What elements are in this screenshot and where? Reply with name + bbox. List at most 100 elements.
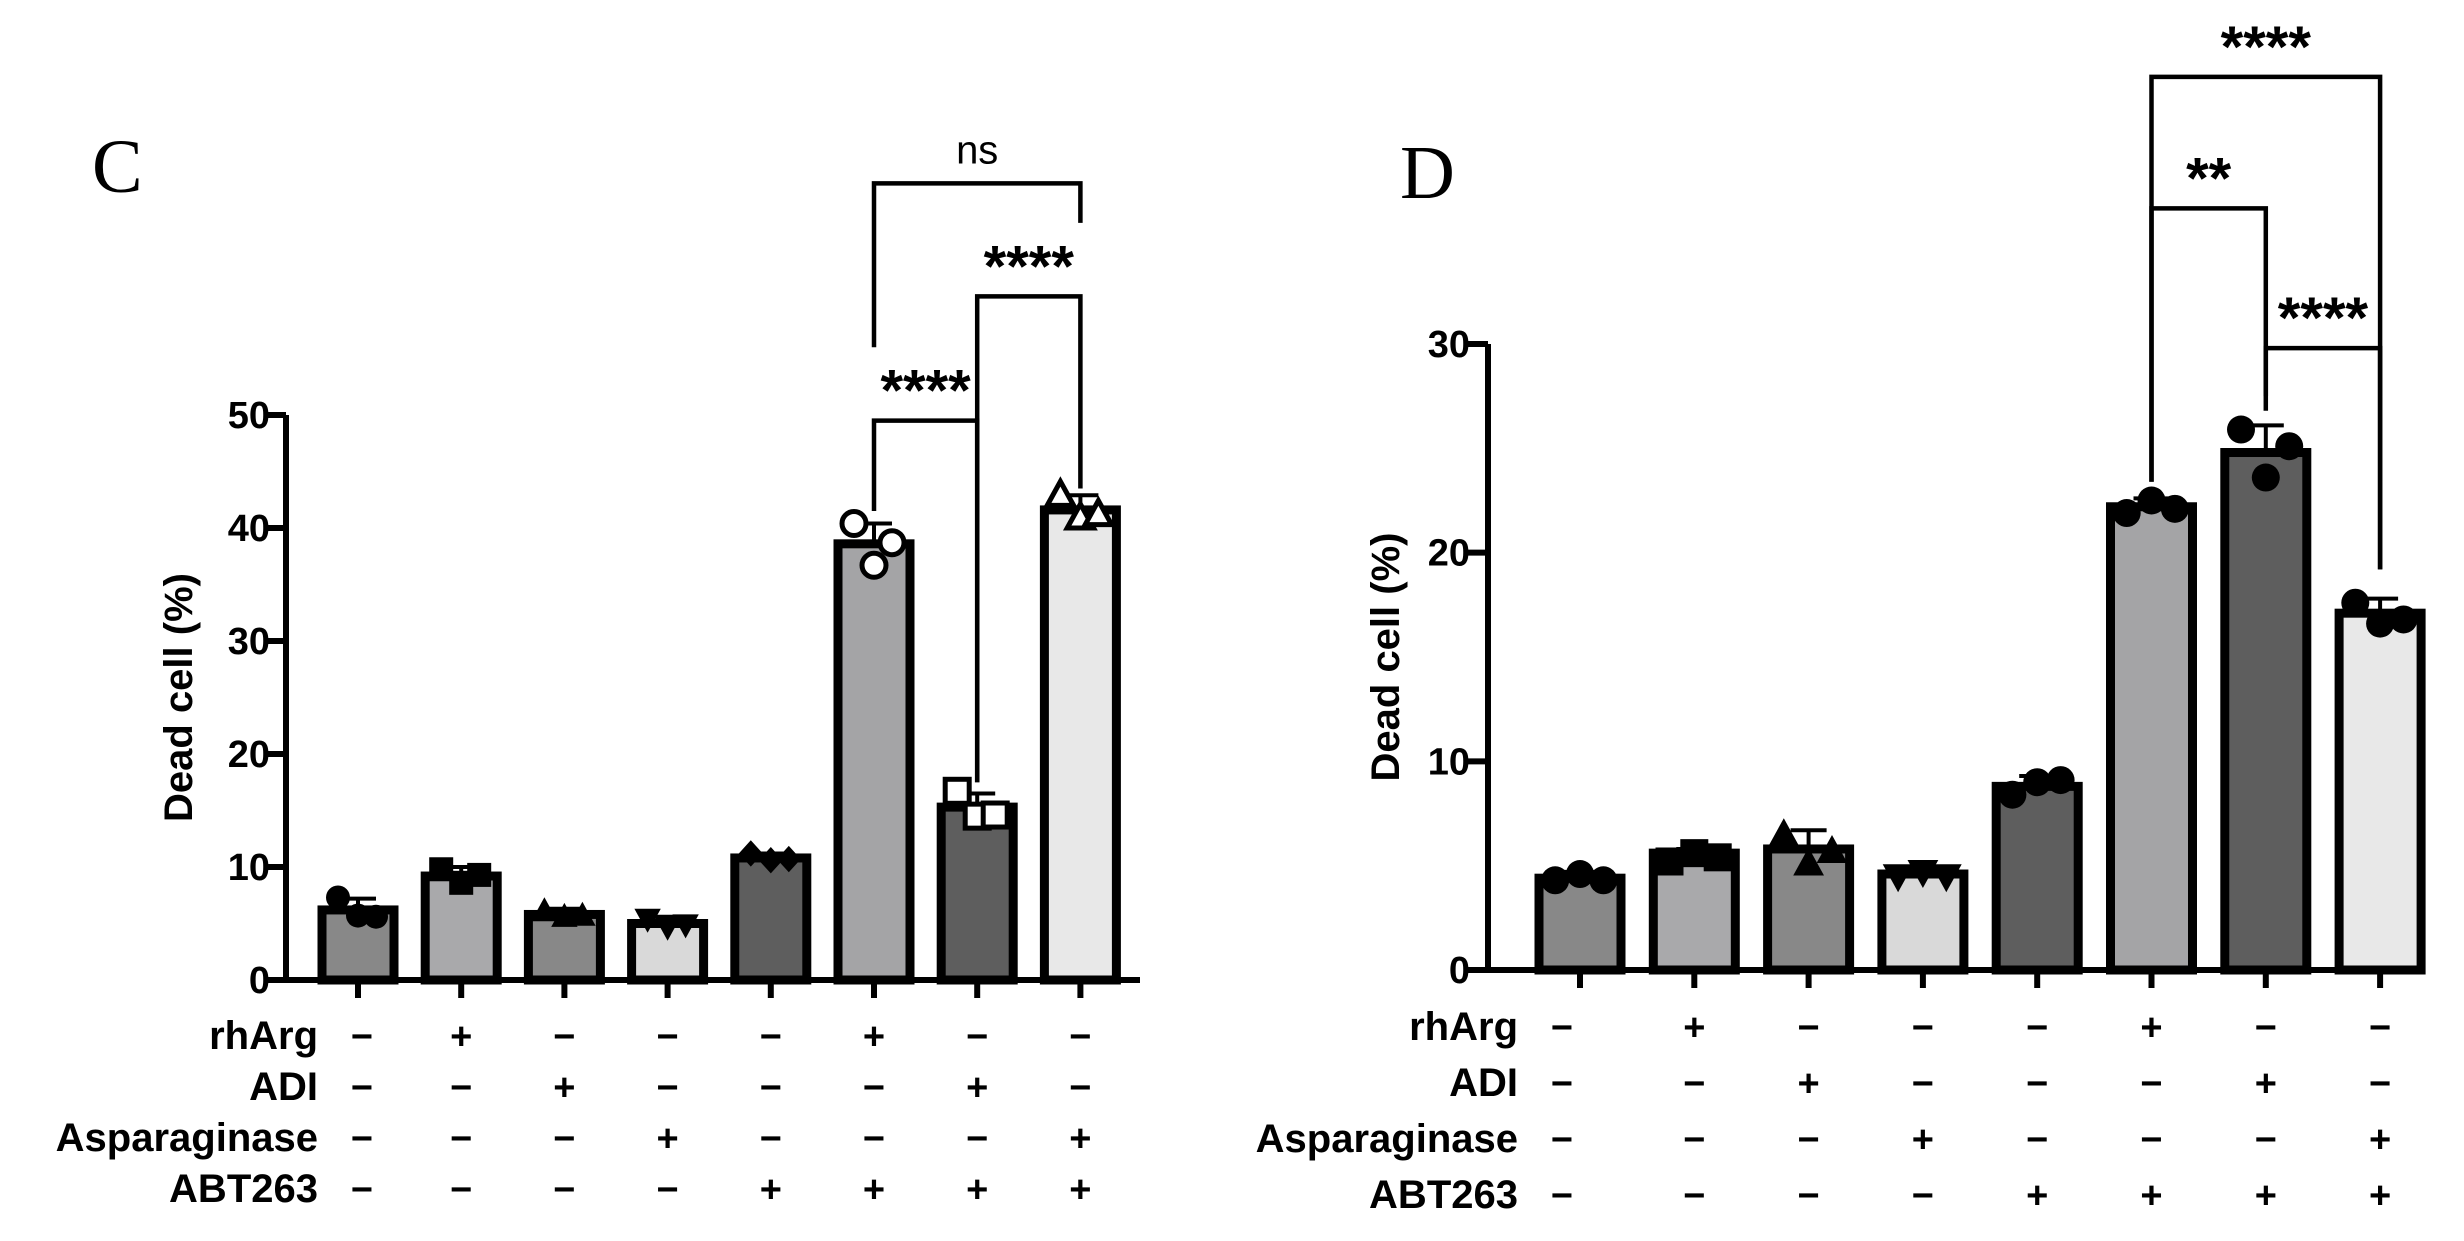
condition-mark: − [351, 1169, 373, 1211]
panel-letter-d: D [1400, 131, 1455, 215]
condition-mark: + [2026, 1175, 2048, 1217]
significance-label: **** [2221, 15, 2312, 80]
condition-mark: + [553, 1067, 575, 1109]
bar [936, 802, 1018, 985]
condition-mark: + [2255, 1175, 2277, 1217]
condition-mark: − [2255, 1119, 2277, 1161]
condition-mark: − [760, 1016, 782, 1058]
data-point [1589, 866, 1618, 895]
condition-row-label: Asparaginase [1256, 1117, 1518, 1161]
condition-mark: − [2026, 1063, 2048, 1105]
y-tick-label: 20 [228, 734, 270, 776]
condition-mark: − [966, 1118, 988, 1160]
significance-label: **** [880, 359, 971, 424]
data-point [1768, 818, 1800, 847]
data-point [467, 862, 492, 887]
condition-row-label: ABT263 [1369, 1173, 1518, 1217]
condition-mark: − [1551, 1063, 1573, 1105]
condition-mark: − [2026, 1007, 2048, 1049]
data-point [2023, 768, 2052, 797]
condition-mark: − [351, 1016, 373, 1058]
condition-mark: + [2255, 1063, 2277, 1105]
bar [2334, 608, 2426, 975]
data-point [2137, 486, 2166, 515]
condition-mark: − [450, 1067, 472, 1109]
data-point [980, 800, 1010, 830]
condition-row-label: rhArg [209, 1014, 318, 1058]
condition-mark: − [760, 1067, 782, 1109]
condition-mark: − [863, 1067, 885, 1109]
condition-mark: − [1797, 1119, 1819, 1161]
condition-mark: − [656, 1169, 678, 1211]
data-point [1793, 847, 1824, 876]
data-point [2046, 766, 2075, 795]
data-point [859, 550, 889, 580]
condition-mark: − [450, 1169, 472, 1211]
data-point [326, 885, 350, 910]
condition-row-label: rhArg [1409, 1005, 1518, 1049]
data-point [2227, 415, 2255, 444]
data-point [2160, 494, 2189, 523]
data-point [2366, 609, 2395, 638]
condition-mark: − [1797, 1007, 1819, 1049]
condition-mark: − [351, 1118, 373, 1160]
condition-mark: + [2140, 1007, 2162, 1049]
data-point [1680, 839, 1709, 868]
condition-mark: − [553, 1169, 575, 1211]
data-point [1566, 860, 1594, 889]
condition-mark: − [863, 1118, 885, 1160]
data-point [672, 914, 699, 939]
condition-mark: + [2369, 1119, 2391, 1161]
condition-mark: − [1683, 1119, 1705, 1161]
condition-mark: + [863, 1169, 885, 1211]
data-point [776, 845, 801, 873]
data-point [531, 897, 558, 922]
condition-mark: − [2026, 1119, 2048, 1161]
data-point [1816, 834, 1848, 863]
data-point [1882, 864, 1914, 893]
bar [730, 853, 812, 985]
y-tick-label: 50 [228, 395, 270, 437]
condition-mark: − [450, 1118, 472, 1160]
condition-mark: − [553, 1118, 575, 1160]
data-point [346, 903, 370, 928]
data-point [364, 904, 388, 929]
condition-mark: − [1551, 1175, 1573, 1217]
condition-mark: − [656, 1067, 678, 1109]
condition-mark: − [351, 1067, 373, 1109]
data-point [2112, 499, 2141, 528]
condition-mark: − [553, 1016, 575, 1058]
condition-mark: − [2140, 1119, 2162, 1161]
condition-mark: − [1069, 1016, 1091, 1058]
y-tick-label: 20 [1428, 533, 1470, 575]
condition-mark: + [450, 1016, 472, 1058]
significance-bracket [974, 294, 1083, 783]
condition-mark: − [2369, 1063, 2391, 1105]
condition-mark: + [1069, 1118, 1091, 1160]
condition-row-label: ADI [249, 1065, 318, 1109]
significance-label: ns [956, 128, 998, 172]
condition-mark: − [760, 1118, 782, 1160]
data-point [2389, 605, 2418, 634]
condition-mark: − [1912, 1063, 1934, 1105]
condition-mark: + [1069, 1169, 1091, 1211]
significance-bracket [871, 181, 1083, 348]
condition-mark: + [2140, 1175, 2162, 1217]
data-point [551, 902, 578, 927]
bar [1877, 869, 1969, 975]
bar [1991, 781, 2083, 975]
panel-letter-c: C [92, 125, 143, 209]
data-point [569, 901, 596, 926]
condition-row-label: ABT263 [169, 1167, 318, 1211]
data-point [634, 908, 661, 933]
y-tick-label: 0 [1449, 950, 1470, 992]
y-tick-label: 0 [249, 960, 270, 1002]
condition-mark: − [2255, 1007, 2277, 1049]
condition-mark: − [1797, 1175, 1819, 1217]
data-point [2275, 432, 2304, 461]
significance-label: **** [2278, 286, 2369, 351]
data-point [839, 508, 869, 538]
significance-label: **** [984, 234, 1075, 299]
